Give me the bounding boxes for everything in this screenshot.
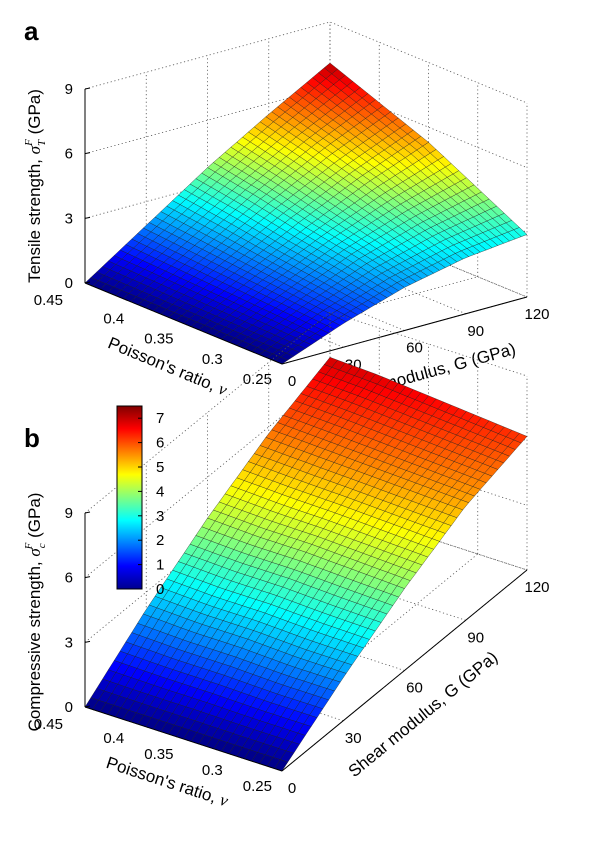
colorbar-tick-label: 6 — [156, 435, 164, 452]
nu-tick-label: 0.3 — [202, 351, 223, 368]
colorbar-tick-label: 7 — [156, 410, 164, 427]
z-tick-label: 6 — [65, 146, 73, 163]
colorbar-tick-label: 5 — [156, 459, 164, 476]
colorbar-ticks: 0 1 2 3 4 5 6 7 — [138, 410, 164, 598]
axes — [84, 513, 528, 772]
z-tick — [84, 576, 91, 579]
g-axis-label: Shear modulus, G (GPa) — [345, 648, 502, 781]
panel-letter-a: a — [24, 16, 39, 46]
g-axis — [281, 569, 528, 772]
z-tick — [84, 152, 91, 155]
colorbar-tick-label: 4 — [156, 483, 164, 500]
z-tick — [84, 87, 91, 90]
colorbar-tick-label: 0 — [156, 581, 164, 598]
colorbar-gradient — [116, 405, 143, 590]
z-tick — [84, 281, 91, 284]
nu-axis — [84, 282, 283, 365]
g-tick-label: 120 — [524, 579, 549, 596]
z-tick-label: 6 — [65, 570, 73, 587]
z-tick — [84, 216, 91, 219]
z-tick-label: 3 — [65, 634, 73, 651]
nu-tick-label: 0.35 — [144, 331, 173, 348]
z-tick-label: 9 — [65, 81, 73, 98]
z-tick — [84, 511, 91, 514]
nu-tick-label: 0.4 — [103, 730, 124, 747]
nu-tick-label: 0.45 — [34, 292, 63, 309]
colorbar-tick-label: 1 — [156, 557, 164, 574]
g-tick-label: 120 — [524, 306, 549, 323]
z-axis-label: Tensile strength, σTF (GPa) — [23, 89, 48, 283]
g-tick-label: 90 — [467, 323, 484, 340]
z-tick-label: 0 — [65, 699, 73, 716]
surface — [84, 357, 528, 772]
z-tick — [84, 705, 91, 708]
grid-line-z — [84, 86, 528, 169]
z-tick-label: 3 — [65, 210, 73, 227]
nu-tick-label: 0.3 — [202, 762, 223, 779]
z-tick — [84, 640, 91, 643]
nu-tick-label: 0.45 — [34, 716, 63, 733]
z-axis-label: Compressive strength, σcF (GPa) — [23, 493, 48, 732]
g-tick-label: 0 — [288, 780, 296, 797]
panel-letter-b: b — [24, 423, 40, 453]
g-tick-label: 90 — [467, 629, 484, 646]
colorbar: 0 1 2 3 4 5 6 7 — [116, 405, 164, 598]
nu-tick-label: 0.35 — [144, 746, 173, 763]
g-tick-label: 60 — [406, 340, 423, 357]
colorbar-tick-label: 3 — [156, 508, 164, 525]
z-tick-label: 9 — [65, 505, 73, 522]
nu-axis — [84, 706, 283, 772]
g-tick-label: 0 — [288, 373, 296, 390]
axes — [84, 89, 528, 365]
surface — [84, 62, 528, 365]
nu-tick-label: 0.25 — [243, 371, 272, 388]
nu-tick-label: 0.4 — [103, 310, 124, 327]
nu-tick-label: 0.25 — [243, 778, 272, 795]
z-tick-label: 0 — [65, 275, 73, 292]
grid-line-z — [84, 21, 528, 104]
g-axis — [281, 296, 528, 365]
g-tick-label: 60 — [406, 680, 423, 697]
g-tick-label: 30 — [345, 730, 362, 747]
colorbar-tick-label: 2 — [156, 532, 164, 549]
